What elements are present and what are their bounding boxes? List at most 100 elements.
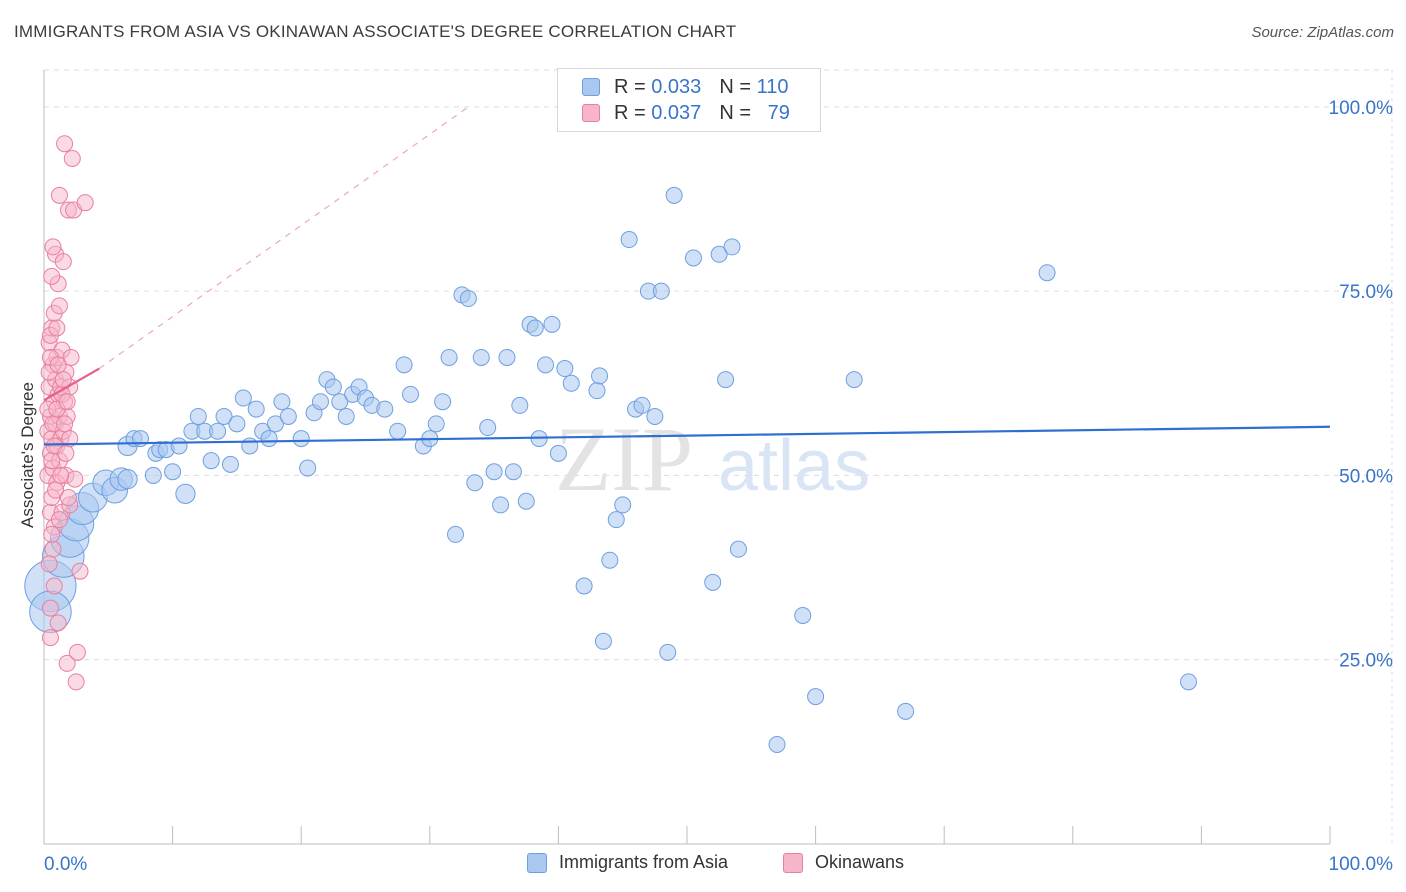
data-point-okinawans — [67, 673, 85, 691]
data-point-immigrants — [202, 452, 220, 470]
data-point-immigrants — [324, 378, 342, 396]
data-point-immigrants — [331, 393, 349, 411]
legend-swatch-pink — [582, 104, 600, 122]
data-point-immigrants — [633, 396, 651, 414]
data-point-okinawans — [68, 643, 86, 661]
data-point-immigrants — [447, 525, 465, 543]
data-point-immigrants — [504, 463, 522, 481]
data-point-immigrants — [241, 437, 259, 455]
data-point-immigrants — [440, 348, 458, 366]
legend-r-label: R = — [614, 101, 646, 124]
data-point-immigrants — [704, 573, 722, 591]
data-point-immigrants — [485, 463, 503, 481]
data-point-okinawans — [44, 540, 62, 558]
series-legend: Immigrants from Asia Okinawans — [0, 852, 1406, 878]
data-point-okinawans — [54, 371, 72, 389]
grid-lines — [44, 69, 1393, 844]
legend-n-value: 110 — [756, 75, 789, 98]
data-point-immigrants — [466, 474, 484, 492]
legend-item-okinawans[interactable]: Okinawans — [783, 852, 904, 873]
data-point-immigrants — [526, 319, 544, 337]
legend-row-okinawans: R = 0.037 N = 79 — [582, 101, 790, 125]
data-point-okinawans — [49, 614, 67, 632]
legend-label-okinawans: Okinawans — [815, 852, 905, 872]
data-point-immigrants — [601, 551, 619, 569]
data-point-immigrants — [189, 407, 207, 425]
data-point-okinawans — [58, 393, 76, 411]
data-point-okinawans — [45, 577, 63, 595]
data-point-immigrants — [684, 249, 702, 267]
legend-r-label: R = — [614, 75, 646, 98]
data-point-immigrants — [266, 415, 284, 433]
trend-line-okinawans-extension — [98, 106, 469, 370]
x-tick-label: 0.0% — [44, 854, 87, 875]
data-point-immigrants — [588, 382, 606, 400]
data-point-immigrants — [768, 735, 786, 753]
data-point-immigrants — [292, 430, 310, 448]
chart-title: IMMIGRANTS FROM ASIA VS OKINAWAN ASSOCIA… — [14, 22, 737, 41]
data-point-immigrants — [807, 688, 825, 706]
y-tick-label: 75.0% — [1339, 282, 1393, 303]
data-point-immigrants — [517, 492, 535, 510]
data-point-immigrants — [175, 483, 196, 504]
legend-label-immigrants: Immigrants from Asia — [559, 852, 729, 872]
legend-n-label: N = — [719, 75, 751, 98]
data-point-immigrants — [144, 466, 162, 484]
trend-line-immigrants — [43, 425, 1331, 446]
data-point-immigrants — [492, 496, 510, 514]
data-point-immigrants — [170, 437, 188, 455]
data-point-immigrants — [614, 496, 632, 514]
legend-item-immigrants[interactable]: Immigrants from Asia — [527, 852, 728, 873]
data-point-immigrants — [717, 371, 735, 389]
data-point-okinawans — [49, 356, 67, 374]
data-point-immigrants — [723, 238, 741, 256]
data-point-okinawans — [44, 238, 62, 256]
data-point-immigrants — [1038, 264, 1056, 282]
data-point-okinawans — [63, 149, 81, 167]
correlation-legend: R = 0.033 N = 110 R = 0.037 N = 79 — [557, 68, 821, 132]
data-point-immigrants — [594, 632, 612, 650]
data-point-okinawans — [56, 135, 74, 153]
data-point-okinawans — [57, 444, 75, 462]
data-point-okinawans — [71, 562, 89, 580]
data-point-okinawans — [41, 599, 59, 617]
legend-n-label: N = — [719, 101, 751, 124]
data-point-immigrants — [659, 643, 677, 661]
data-point-okinawans — [43, 452, 61, 470]
legend-n-value: 79 — [767, 101, 790, 124]
y-tick-label: 100.0% — [1329, 98, 1394, 119]
data-point-okinawans — [41, 629, 59, 647]
data-point-okinawans — [40, 555, 58, 573]
legend-r-value: 0.033 — [651, 75, 702, 98]
data-point-immigrants — [389, 422, 407, 440]
data-point-okinawans — [50, 297, 68, 315]
data-point-okinawans — [59, 489, 77, 507]
data-point-okinawans — [76, 194, 94, 212]
data-point-immigrants — [299, 459, 317, 477]
data-point-immigrants — [607, 511, 625, 529]
legend-swatch-blue — [582, 78, 600, 96]
data-point-immigrants — [479, 419, 497, 437]
data-point-okinawans — [58, 654, 76, 672]
data-point-immigrants — [794, 606, 812, 624]
trend-lines — [43, 106, 1331, 446]
data-point-immigrants — [562, 374, 580, 392]
data-point-immigrants — [273, 393, 291, 411]
data-point-immigrants — [591, 367, 609, 385]
data-point-okinawans — [54, 253, 72, 271]
data-point-immigrants — [311, 393, 329, 411]
data-point-immigrants — [215, 407, 233, 425]
data-point-okinawans — [66, 470, 84, 488]
watermark: ZIP atlas — [555, 408, 870, 510]
data-point-immigrants — [337, 407, 355, 425]
series-okinawans — [39, 135, 94, 691]
legend-swatch-blue — [527, 852, 547, 873]
data-point-immigrants — [279, 407, 297, 425]
data-point-immigrants — [511, 396, 529, 414]
data-point-immigrants — [710, 245, 728, 263]
data-point-immigrants — [459, 290, 477, 308]
data-point-immigrants — [434, 393, 452, 411]
data-point-okinawans — [50, 186, 68, 204]
legend-swatch-pink — [783, 852, 803, 873]
data-point-immigrants — [543, 315, 561, 333]
